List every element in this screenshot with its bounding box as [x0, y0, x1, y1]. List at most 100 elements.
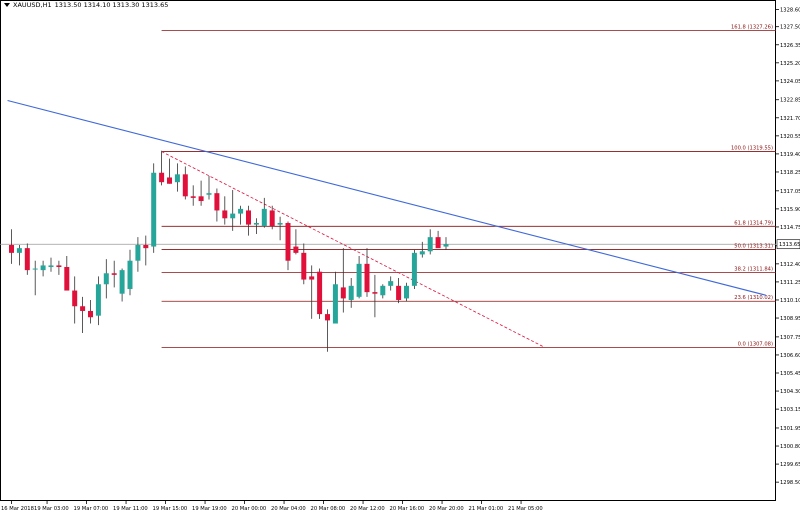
- time-axis-label: 20 Mar 12:00: [350, 506, 385, 512]
- candle: [253, 218, 259, 235]
- candle-body-bear: [88, 310, 93, 318]
- fibo-level-label: 38.2 (1311.84): [734, 267, 773, 273]
- candle: [404, 282, 409, 302]
- candle: [182, 166, 188, 200]
- candle-body-bull: [119, 270, 125, 294]
- trendline: [7, 99, 767, 296]
- candle: [277, 216, 283, 241]
- candle: [24, 243, 30, 275]
- time-axis-label: 20 Mar 04:00: [271, 506, 306, 512]
- price-axis-label: 1300.80: [780, 444, 800, 450]
- candle-body-bear: [301, 252, 307, 280]
- candle: [246, 205, 251, 236]
- time-axis-label: 19 Mar 03:00: [34, 506, 69, 512]
- candle: [127, 249, 133, 296]
- candle: [151, 163, 157, 253]
- time-axis-label: 20 Mar 00:00: [232, 506, 267, 512]
- candle: [135, 237, 141, 272]
- plot-frame: [0, 0, 776, 501]
- time-axis-label: 19 Mar 11:00: [113, 506, 148, 512]
- candle-body-bear: [269, 210, 275, 227]
- candle: [159, 150, 165, 186]
- candle: [285, 221, 291, 271]
- price-axis-label: 1314.75: [780, 225, 800, 231]
- candle: [32, 260, 38, 296]
- candle: [411, 249, 417, 289]
- candle-body-bull: [95, 284, 101, 316]
- candle-body-bear: [64, 266, 70, 291]
- time-axis-label: 19 Mar 07:00: [74, 506, 109, 512]
- candle-body-bear: [317, 271, 323, 315]
- time-axis-label: 20 Mar 20:00: [429, 506, 464, 512]
- candle-body-bull: [127, 260, 133, 289]
- candle-body-bull: [261, 208, 267, 227]
- candle-body-bear: [9, 245, 14, 253]
- candle: [119, 268, 125, 302]
- price-axis-label: 1320.55: [780, 134, 800, 140]
- candle-body-bull: [230, 213, 236, 219]
- candle-body-bull: [174, 174, 180, 183]
- candle: [72, 276, 78, 324]
- candle-body-bear: [80, 306, 86, 311]
- candle-body-bull: [277, 223, 283, 225]
- candle-body-bear: [159, 172, 165, 183]
- candle-body-bull: [356, 263, 362, 297]
- candle-body-bull: [253, 223, 259, 225]
- candle-body-bear: [309, 276, 315, 280]
- candle-body-bull: [332, 284, 338, 324]
- candle-body-bull: [238, 208, 244, 214]
- price-axis-label: 1324.05: [780, 79, 800, 85]
- candle-body-bear: [396, 285, 402, 300]
- ohlc-readout: 1313.50 1314.10 1313.30 1313.65: [54, 1, 169, 9]
- fibo-level-label: 50.0 (1313.31): [734, 244, 773, 250]
- candle-body-bull: [103, 273, 109, 285]
- candle-body-bull: [40, 265, 46, 271]
- price-axis-label: 1301.95: [780, 426, 800, 432]
- candle-body-bull: [388, 281, 394, 286]
- candle: [372, 274, 378, 318]
- caret-down-icon: [4, 3, 10, 7]
- candle: [388, 276, 394, 291]
- price-axis-label: 1306.60: [780, 353, 800, 359]
- price-axis-label: 1305.45: [780, 371, 800, 377]
- candle-body-bear: [372, 292, 378, 294]
- symbol-header: XAUUSD,H1 1313.50 1314.10 1313.30 1313.6…: [4, 1, 168, 9]
- candle: [309, 265, 315, 319]
- candle-body-bull: [348, 285, 354, 300]
- candle: [56, 260, 62, 275]
- candle: [364, 248, 370, 297]
- price-axis-label: 1317.05: [780, 189, 800, 195]
- price-axis-label: 1327.50: [780, 25, 800, 31]
- price-axis-label: 1307.75: [780, 335, 800, 341]
- price-axis-label: 1322.85: [780, 98, 800, 104]
- price-axis-label: 1308.95: [780, 316, 800, 322]
- candle-body-bull: [427, 237, 433, 252]
- price-axis-label: 1326.35: [780, 43, 800, 49]
- candle-body-bull: [48, 265, 54, 267]
- fibo-level-label: 23.6 (1310.02): [734, 295, 773, 301]
- candle-body-bear: [111, 273, 117, 275]
- candle: [380, 284, 386, 299]
- candle: [88, 299, 93, 324]
- price-axis-label: 1312.40: [780, 262, 800, 268]
- candle: [293, 229, 299, 255]
- candle: [396, 277, 402, 304]
- candle-body-bull: [380, 285, 386, 296]
- candle: [238, 205, 244, 225]
- candle: [222, 196, 228, 225]
- candle: [174, 163, 180, 192]
- time-axis-label: 21 Mar 01:00: [469, 506, 504, 512]
- candle-body-bear: [24, 248, 30, 271]
- candle-body-bull: [135, 245, 141, 261]
- price-axis-label: 1325.20: [780, 61, 800, 67]
- candle: [80, 296, 86, 333]
- candle: [230, 190, 236, 231]
- time-axis-label: 21 Mar 05:00: [508, 506, 543, 512]
- time-axis-label: 16 Mar 2018: [1, 506, 34, 512]
- candle-body-bull: [206, 193, 212, 195]
- candle: [261, 197, 267, 228]
- candle-body-bear: [435, 237, 441, 249]
- candle: [143, 235, 149, 266]
